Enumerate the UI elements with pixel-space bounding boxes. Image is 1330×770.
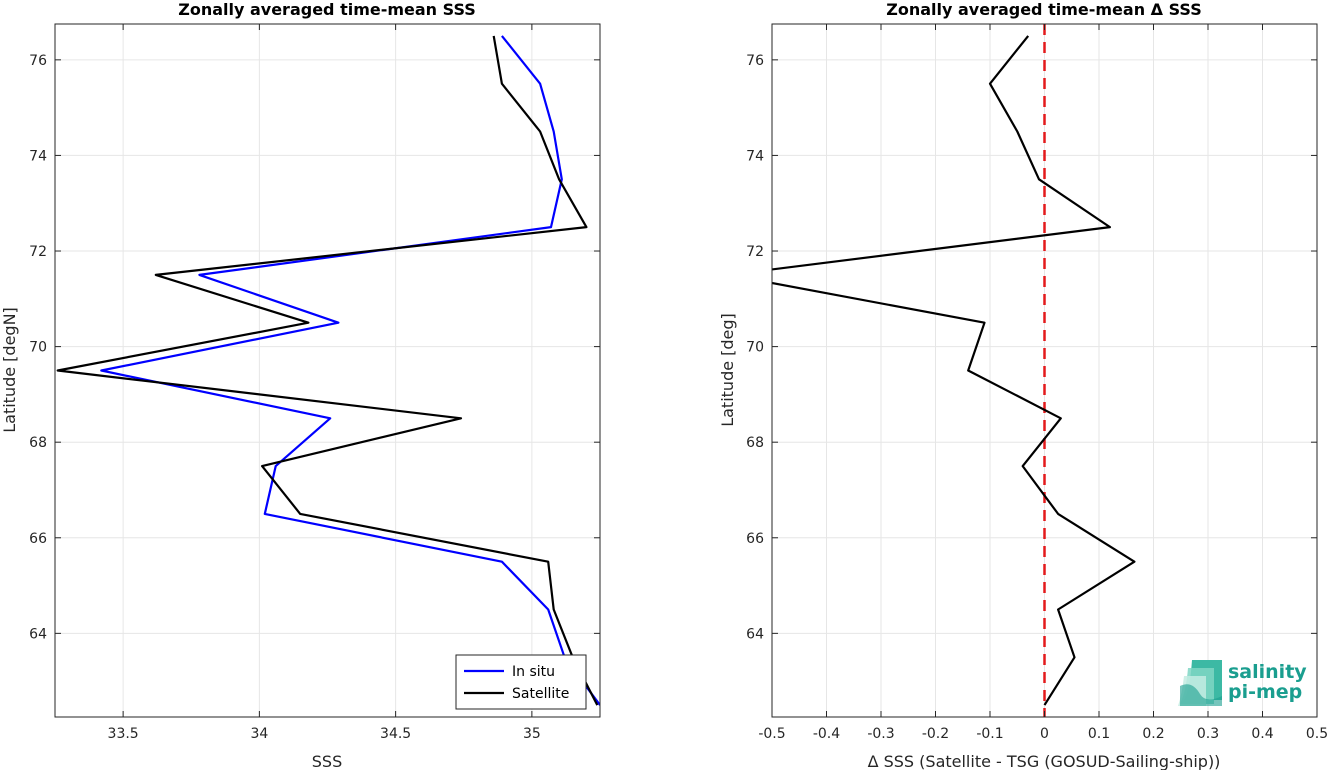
- axes-box: [54, 23, 601, 718]
- series-line-in-situ: [100, 35, 600, 706]
- x-tick-label: -0.5: [758, 726, 785, 742]
- legend-label: Satellite: [512, 686, 569, 702]
- x-tick-label: 0.1: [1088, 726, 1110, 742]
- data-lines: [772, 35, 1136, 706]
- chart-title: Zonally averaged time-mean SSS: [178, 0, 476, 19]
- x-tick-label: 0.4: [1251, 726, 1273, 742]
- y-tick-label: 64: [29, 626, 47, 642]
- y-tick-label: 68: [746, 435, 764, 451]
- series-line-satellite: [56, 35, 599, 706]
- salinity-pi-mep-logo: salinity pi-mep: [1178, 660, 1307, 706]
- x-tick-label: 35: [523, 726, 541, 742]
- sss-panel: 33.5 34 34.5 35 64 66 68 70 72 74 76 Zonally avera…: [0, 0, 601, 770]
- x-tick-label: 0.2: [1142, 726, 1164, 742]
- delta-sss-panel: -0.5 -0.4 -0.3 -0.2 -0.1 0 0.1 0.2 0.3 0.4 0.5 64 66…: [718, 0, 1328, 770]
- x-tick-label: -0.3: [867, 726, 894, 742]
- y-tick-label: 68: [29, 435, 47, 451]
- x-tick-label: -0.2: [922, 726, 949, 742]
- series-line: [772, 35, 1136, 706]
- y-tick-label: 72: [29, 244, 47, 260]
- y-tick-label: 74: [29, 148, 47, 164]
- y-tick-label: 66: [29, 531, 47, 547]
- data-lines: [56, 35, 600, 706]
- x-axis-label: SSS: [312, 752, 342, 770]
- y-tick-label: 70: [29, 340, 47, 356]
- wave-logo-icon: [1178, 660, 1222, 706]
- x-tick-label: 34.5: [380, 726, 411, 742]
- y-tick-label: 76: [746, 53, 764, 69]
- y-tick-label: 76: [29, 53, 47, 69]
- x-tick-label: 0: [1040, 726, 1049, 742]
- x-tick-label: -0.1: [976, 726, 1003, 742]
- y-tick-label: 74: [746, 148, 764, 164]
- ticks: -0.5 -0.4 -0.3 -0.2 -0.1 0 0.1 0.2 0.3 0.4 0.5 64 66…: [746, 24, 1328, 742]
- y-axis-label: Latitude [deg]: [718, 313, 737, 427]
- logo-line-1: salinity: [1228, 661, 1307, 683]
- legend: In situ Satellite: [455, 654, 587, 710]
- chart-title: Zonally averaged time-mean Δ SSS: [886, 0, 1202, 19]
- x-tick-label: 0.5: [1306, 726, 1328, 742]
- x-tick-label: -0.4: [813, 726, 840, 742]
- y-tick-label: 66: [746, 531, 764, 547]
- x-tick-label: 33.5: [108, 726, 139, 742]
- x-tick-label: 0.3: [1197, 726, 1219, 742]
- x-axis-label: Δ SSS (Satellite - TSG (GOSUD-Sailing-sh…: [868, 752, 1221, 770]
- legend-label: In situ: [512, 664, 555, 680]
- ticks: 33.5 34 34.5 35 64 66 68 70 72 74 76: [29, 24, 600, 742]
- plot-area: [55, 24, 600, 717]
- y-axis-label: Latitude [degN]: [0, 307, 19, 433]
- y-tick-label: 64: [746, 626, 764, 642]
- grid: [55, 24, 600, 717]
- y-tick-label: 72: [746, 244, 764, 260]
- logo-line-2: pi-mep: [1228, 681, 1302, 703]
- y-tick-label: 70: [746, 340, 764, 356]
- x-tick-label: 34: [250, 726, 268, 742]
- legend-box: [455, 654, 587, 710]
